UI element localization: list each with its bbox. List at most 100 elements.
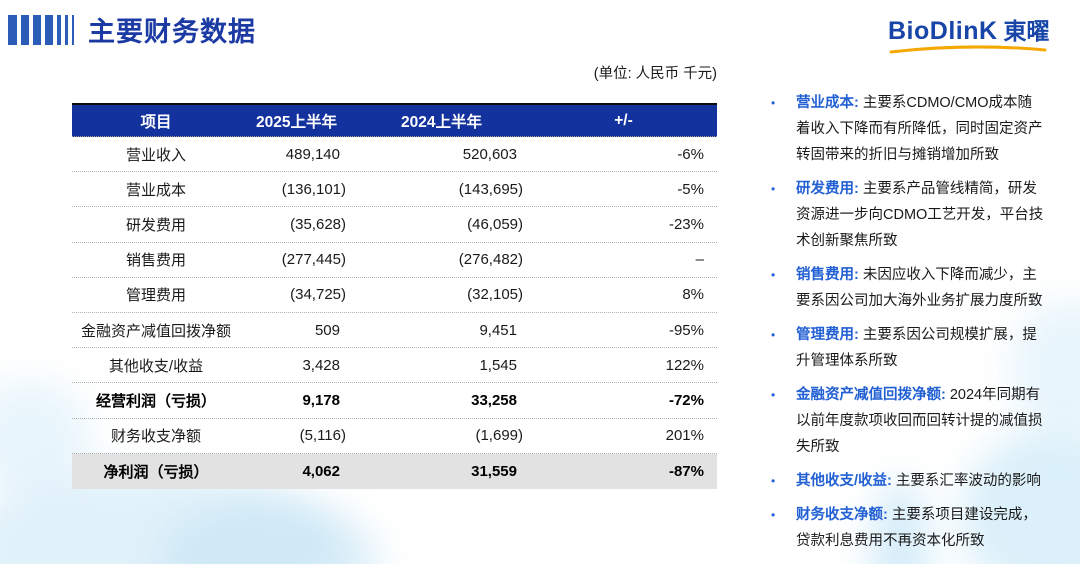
row-value-2024h1: 9,451 [479,321,517,339]
table-row: 其他收支/收益 3,428 1,545 122% [72,348,717,384]
table-header-row: 项目 2025上半年 2024上半年 +/- [72,103,717,137]
row-item-label: 管理费用 [125,287,186,305]
row-value-2024h1: (276,482) [458,251,523,269]
row-change-value: -23% [668,215,704,233]
bullet-icon: • [771,268,776,282]
row-value-2025h1: 509 [314,321,340,339]
table-row: 财务收支净额 (5,116) (1,699) 201% [72,419,717,454]
row-value-2025h1: 3,428 [302,356,340,374]
row-change-value: -72% [668,391,704,409]
note-desc: 主要系汇率波动的影响 [891,473,1041,489]
note-item: • 财务收支净额: 主要系项目建设完成，贷款利息费用不再资本化所致 [766,502,1044,554]
row-item-label: 其他收支/收益 [108,357,204,375]
notes-list: • 营业成本: 主要系CDMO/CMO成本随着收入下降而有所降低，同时固定资产转固… [766,90,1044,562]
row-value-2025h1: (35,628) [290,215,346,233]
row-value-2025h1: 4,062 [302,462,340,480]
table-row: 销售费用 (277,445) (276,482) – [72,243,717,278]
row-item-label: 销售费用 [125,252,186,270]
row-change-value: -95% [668,321,704,339]
financial-table: 项目 2025上半年 2024上半年 +/- 营业收入 489,140 520,60… [72,103,717,489]
row-value-2025h1: 489,140 [285,145,340,163]
bullet-icon: • [771,96,776,110]
row-value-2025h1: (277,445) [281,251,346,269]
row-item-label: 金融资产减值回拨净额 [80,322,231,340]
page-header: 主要财务数据 [8,10,256,49]
note-text: 财务收支净额: 主要系项目建设完成，贷款利息费用不再资本化所致 [796,502,1044,554]
row-change-value: -87% [668,462,704,480]
title-bars-icon [8,14,74,45]
row-value-2024h1: (32,105) [467,286,523,304]
note-text: 销售费用: 未因应收入下降而减少，主要系因公司加大海外业务扩展力度所致 [796,262,1044,314]
row-change-value: -5% [677,180,704,198]
row-value-2025h1: (5,116) [299,427,346,445]
note-term: 研发费用: [796,181,859,197]
note-desc: 2024年同期有以前年度款项收回而回转计提的减值损失所致 [796,387,1043,455]
table-row: 净利润（亏损） 4,062 31,559 -87% [72,453,717,489]
note-text: 金融资产减值回拨净额: 2024年同期有以前年度款项收回而回转计提的减值损失所致 [796,382,1044,460]
logo-swoosh-icon [889,45,1047,54]
column-header-change: +/- [614,111,633,129]
table-row: 经营利润（亏损） 9,178 33,258 -72% [72,383,717,419]
row-value-2024h1: 520,603 [462,145,517,163]
logo-brand-en: BioDlinK [888,17,998,45]
column-header-item: 项目 [140,113,172,131]
note-term: 销售费用: [796,267,859,283]
row-value-2024h1: 1,545 [479,356,517,374]
column-header-2025h1: 2025上半年 [256,113,337,131]
note-desc: 主要系项目建设完成，贷款利息费用不再资本化所致 [796,507,1037,549]
column-header-2024h1: 2024上半年 [401,113,482,131]
row-value-2024h1: (1,699) [475,427,523,445]
table-row: 研发费用 (35,628) (46,059) -23% [72,207,717,243]
note-term: 管理费用: [796,327,859,343]
row-value-2024h1: 31,559 [471,462,517,480]
row-item-label: 营业成本 [125,181,186,199]
row-value-2024h1: 33,258 [471,391,517,409]
row-item-label: 研发费用 [125,216,186,234]
bullet-icon: • [771,182,776,196]
bullet-icon: • [771,508,776,522]
note-term: 金融资产减值回拨净额: [796,387,946,403]
row-change-value: 8% [682,286,704,304]
table-row: 营业成本 (136,101) (143,695) -5% [72,172,717,208]
note-term: 营业成本: [796,95,859,111]
row-value-2024h1: (143,695) [458,180,523,198]
note-desc: 主要系产品管线精简，研发资源进一步向CDMO工艺开发，平台技术创新聚焦所致 [796,181,1044,249]
row-value-2025h1: (34,725) [290,286,346,304]
note-item: • 其他收支/收益: 主要系汇率波动的影响 [766,468,1044,494]
table-row: 管理费用 (34,725) (32,105) 8% [72,278,717,313]
note-text: 其他收支/收益: 主要系汇率波动的影响 [796,468,1044,494]
note-item: • 销售费用: 未因应收入下降而减少，主要系因公司加大海外业务扩展力度所致 [766,262,1044,314]
note-item: • 营业成本: 主要系CDMO/CMO成本随着收入下降而有所降低，同时固定资产转固… [766,90,1044,168]
row-value-2024h1: (46,059) [467,215,523,233]
note-text: 管理费用: 主要系因公司规模扩展，提升管理体系所致 [796,322,1044,374]
row-item-label: 营业收入 [125,146,186,164]
note-term: 财务收支净额: [796,507,888,523]
page-title: 主要财务数据 [88,17,256,47]
note-desc: 主要系CDMO/CMO成本随着收入下降而有所降低，同时固定资产转固带来的折旧与摊… [796,95,1043,163]
row-change-value: – [695,251,704,269]
note-term: 其他收支/收益: [796,473,892,489]
table-row: 营业收入 489,140 520,603 -6% [72,137,717,173]
note-desc: 主要系因公司规模扩展，提升管理体系所致 [796,327,1037,369]
note-item: • 研发费用: 主要系产品管线精简，研发资源进一步向CDMO工艺开发，平台技术创新… [766,176,1044,254]
background-blob [160,500,380,564]
row-item-label: 净利润（亏损） [103,463,209,481]
row-item-label: 经营利润（亏损） [95,392,216,410]
company-logo: BioDlinK 東曜 [888,12,1060,54]
row-value-2025h1: 9,178 [302,391,340,409]
row-change-value: -6% [677,145,704,163]
note-text: 研发费用: 主要系产品管线精简，研发资源进一步向CDMO工艺开发，平台技术创新聚… [796,176,1044,254]
logo-brand-cn: 東曜 [1003,18,1050,44]
row-change-value: 122% [665,356,704,374]
table-row: 金融资产减值回拨净额 509 9,451 -95% [72,313,717,349]
note-desc: 未因应收入下降而减少，主要系因公司加大海外业务扩展力度所致 [796,267,1043,309]
logo-text: BioDlinK 東曜 [888,12,1060,46]
bullet-icon: • [771,388,776,402]
note-text: 营业成本: 主要系CDMO/CMO成本随着收入下降而有所降低，同时固定资产转固带… [796,90,1044,168]
note-item: • 管理费用: 主要系因公司规模扩展，提升管理体系所致 [766,322,1044,374]
bullet-icon: • [771,474,776,488]
table-body: 营业收入 489,140 520,603 -6% 营业成本 (136,101) (143,6… [72,137,717,489]
row-item-label: 财务收支净额 [110,428,201,446]
bullet-icon: • [771,328,776,342]
